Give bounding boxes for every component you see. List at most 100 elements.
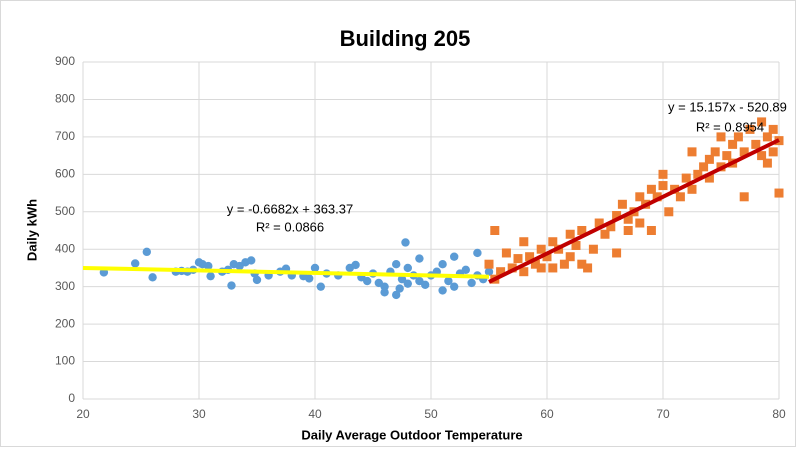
point <box>525 252 535 262</box>
point <box>204 261 213 271</box>
y-tick-label: 300 <box>55 279 75 293</box>
point <box>739 192 749 202</box>
x-tick-label: 30 <box>192 407 206 421</box>
point <box>728 139 738 149</box>
trendline-equation: y = -0.6682x + 363.37 <box>227 201 353 216</box>
point <box>757 117 767 127</box>
point <box>450 252 459 261</box>
point <box>768 147 778 157</box>
point <box>762 132 772 142</box>
point <box>148 273 157 282</box>
point <box>577 259 587 269</box>
y-tick-label: 0 <box>68 391 75 405</box>
point <box>687 184 697 194</box>
y-axis-label: Daily kWh <box>24 199 39 261</box>
point <box>623 226 633 235</box>
y-tick-label: 700 <box>55 129 75 143</box>
point <box>612 248 622 258</box>
x-tick-label: 50 <box>424 407 438 421</box>
point <box>687 147 697 157</box>
point <box>438 286 447 295</box>
point <box>507 263 517 273</box>
point <box>704 154 714 164</box>
point <box>421 280 430 289</box>
point <box>565 252 575 262</box>
point <box>704 173 714 183</box>
point <box>588 244 598 254</box>
trendline-equation: y = 15.157x - 520.89 <box>668 99 787 114</box>
point <box>351 260 360 270</box>
point <box>401 238 410 247</box>
x-tick-label: 60 <box>540 407 554 421</box>
x-tick-label: 40 <box>308 407 322 421</box>
point <box>316 282 325 291</box>
point <box>774 188 784 198</box>
y-tick-label: 100 <box>55 354 75 368</box>
point <box>206 271 215 281</box>
point <box>594 218 604 228</box>
point <box>652 192 662 202</box>
point <box>577 226 587 235</box>
y-tick-label: 500 <box>55 204 75 218</box>
y-tick-label: 600 <box>55 167 75 181</box>
point <box>484 259 494 269</box>
point <box>490 226 500 235</box>
y-tick-label: 200 <box>55 316 75 330</box>
trendline-equation: R² = 0.8954 <box>696 119 764 134</box>
point <box>722 151 732 161</box>
point <box>675 192 685 202</box>
point <box>397 274 407 284</box>
point <box>565 229 575 239</box>
point <box>392 260 401 269</box>
point <box>438 260 447 269</box>
point <box>542 252 552 262</box>
point <box>305 274 314 283</box>
point <box>131 259 140 268</box>
point <box>606 222 616 232</box>
point <box>600 229 610 239</box>
point <box>699 162 709 172</box>
point <box>762 158 772 168</box>
point <box>548 263 558 273</box>
point <box>519 237 529 247</box>
y-tick-label: 900 <box>55 54 75 68</box>
point <box>617 199 627 209</box>
point <box>501 248 511 258</box>
point <box>363 276 372 286</box>
point <box>461 265 470 275</box>
point <box>444 276 453 286</box>
trendline <box>488 138 780 284</box>
point <box>403 279 412 288</box>
y-tick-label: 400 <box>55 241 75 255</box>
point <box>519 267 529 277</box>
point <box>310 263 320 273</box>
point <box>658 181 668 191</box>
point <box>530 259 540 269</box>
point <box>473 248 482 258</box>
point <box>380 288 389 297</box>
x-axis-label: Daily Average Outdoor Temperature <box>301 427 522 442</box>
trendline <box>82 265 490 279</box>
point <box>536 263 546 273</box>
point <box>403 263 412 273</box>
point <box>142 247 151 257</box>
point <box>716 132 726 142</box>
point <box>664 207 674 217</box>
point <box>467 278 476 288</box>
point <box>635 218 645 228</box>
y-tick-label: 800 <box>55 92 75 106</box>
point <box>693 169 703 179</box>
chart-title: Building 205 <box>340 26 471 51</box>
point <box>646 226 656 235</box>
point <box>395 284 404 293</box>
point <box>733 132 743 142</box>
point <box>768 124 778 134</box>
point <box>646 184 656 194</box>
point <box>496 267 506 277</box>
x-tick-label: 20 <box>76 407 90 421</box>
chart-border <box>0 0 796 447</box>
point <box>612 211 622 221</box>
x-tick-label: 80 <box>772 407 786 421</box>
point <box>559 259 569 269</box>
